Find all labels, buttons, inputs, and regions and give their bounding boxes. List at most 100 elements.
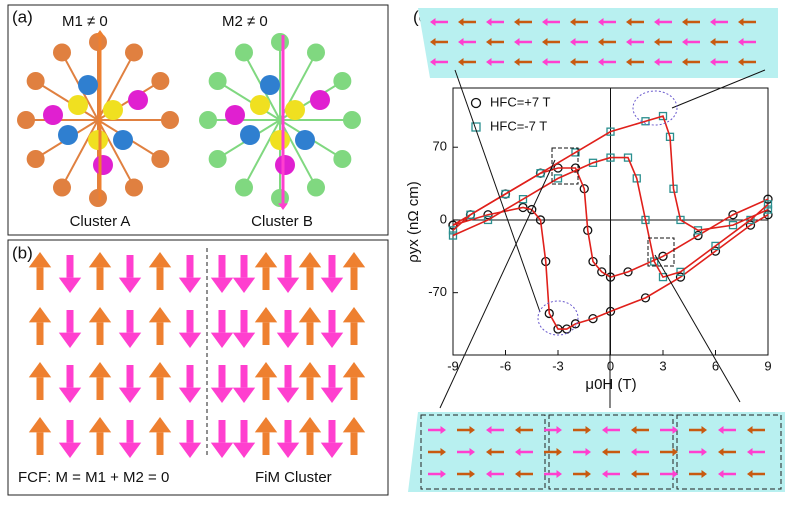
marker	[658, 272, 668, 282]
y-tick-label: 0	[440, 211, 447, 226]
arrow-head	[58, 387, 82, 403]
bond	[218, 81, 281, 121]
atom	[43, 105, 63, 125]
arrow-head	[570, 38, 576, 46]
arrow-head	[178, 332, 202, 348]
bond	[244, 119, 281, 186]
arrow-head	[210, 332, 234, 348]
arrow-head	[710, 18, 716, 26]
highlight	[647, 237, 675, 267]
inset-bottom	[408, 412, 785, 492]
atom	[128, 90, 148, 110]
arrow-head	[320, 277, 344, 293]
arrow-head	[556, 470, 562, 478]
arrow-head	[486, 426, 492, 434]
arrow-head	[602, 426, 608, 434]
atom	[307, 178, 325, 197]
arrow-head	[486, 448, 492, 456]
highlight	[537, 300, 579, 336]
marker	[518, 195, 528, 204]
atom	[235, 43, 253, 62]
arrow-head	[701, 426, 707, 434]
panel-label: (a)	[12, 7, 33, 26]
atom	[26, 150, 45, 168]
arrow-head	[254, 307, 278, 323]
arrow-head	[28, 417, 52, 433]
arrow-head	[254, 362, 278, 378]
arrow-head	[515, 470, 521, 478]
atom	[240, 125, 260, 145]
marker	[710, 246, 721, 256]
arrow-head	[682, 18, 688, 26]
arrow-head	[232, 277, 256, 293]
arrow-head	[320, 387, 344, 403]
spin-arrows	[28, 252, 366, 458]
arrow-head	[232, 442, 256, 458]
x-tick-label: 9	[764, 358, 771, 373]
x-tick-label: -9	[447, 358, 459, 373]
arrow-head	[682, 38, 688, 46]
arrow-head	[486, 470, 492, 478]
arrow-head	[710, 58, 716, 66]
arrow-head	[210, 387, 234, 403]
marker	[763, 200, 773, 209]
marker	[675, 272, 686, 282]
arrow-head	[486, 58, 492, 66]
arrow-head	[178, 387, 202, 403]
atom	[275, 155, 295, 175]
marker	[571, 148, 580, 157]
arrow-head	[631, 448, 637, 456]
arrow-head	[254, 417, 278, 433]
atom	[93, 155, 113, 175]
arrow-head	[631, 470, 637, 478]
marker	[606, 127, 615, 136]
atom	[333, 72, 352, 90]
atom	[17, 111, 35, 129]
arrow-head	[738, 58, 744, 66]
marker	[588, 313, 598, 324]
atom	[53, 43, 71, 62]
marker	[693, 230, 703, 241]
arrow-head	[342, 417, 366, 433]
arrow-head	[598, 58, 604, 66]
x-tick-label: 6	[712, 358, 719, 373]
cluster-a-illustration	[17, 30, 179, 207]
arrow-head	[556, 448, 562, 456]
highlight	[551, 147, 579, 185]
atom	[89, 33, 107, 51]
arrow-head	[28, 362, 52, 378]
arrow-head	[276, 277, 300, 293]
arrow-head	[570, 58, 576, 66]
arrow-head	[515, 426, 521, 434]
marker	[763, 194, 773, 204]
arrow-head	[430, 58, 436, 66]
arrow-head	[556, 426, 562, 434]
arrow-head	[631, 426, 637, 434]
atom	[285, 100, 305, 120]
arrow-head	[118, 332, 142, 348]
arrow-head	[232, 332, 256, 348]
arrow-head	[542, 58, 548, 66]
atom	[68, 95, 88, 115]
arrow-head	[626, 38, 632, 46]
arrow-head	[602, 470, 608, 478]
bond	[62, 119, 99, 186]
arrow-head	[320, 332, 344, 348]
arrow-head	[58, 332, 82, 348]
marker	[448, 231, 458, 240]
atom	[151, 150, 170, 168]
arrow-head	[469, 426, 475, 434]
arrow-head	[28, 307, 52, 323]
arrow-head	[232, 387, 256, 403]
atom	[250, 95, 270, 115]
arrow-head	[542, 38, 548, 46]
marker	[763, 210, 773, 220]
arrow-head	[440, 448, 446, 456]
arrow-head	[118, 277, 142, 293]
atom	[271, 33, 289, 51]
arrow-head	[469, 448, 475, 456]
arrow-head	[602, 448, 608, 456]
atom	[199, 111, 217, 129]
arrow-head	[570, 18, 576, 26]
